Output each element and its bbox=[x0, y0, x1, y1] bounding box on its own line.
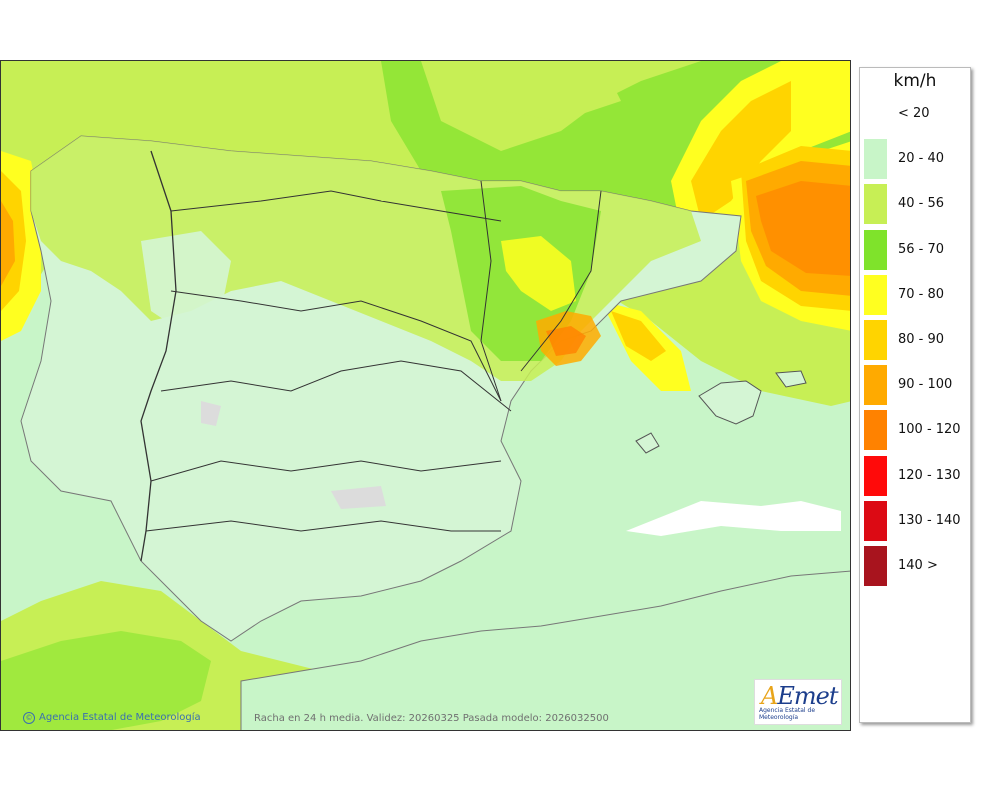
land-zone-20-40-northwest bbox=[141, 231, 231, 331]
legend-swatch bbox=[864, 320, 887, 360]
legend-label: 20 - 40 bbox=[898, 151, 945, 167]
border-regions-4 bbox=[145, 520, 501, 532]
legend-label: 56 - 70 bbox=[898, 241, 945, 257]
zone-56-70-southwest bbox=[1, 631, 211, 730]
land-zone-100-120-castellon bbox=[546, 326, 586, 356]
legend-label: 100 - 120 bbox=[898, 422, 961, 438]
border-regions-5 bbox=[170, 190, 502, 222]
land-zone-lt20-patch-1 bbox=[201, 401, 221, 426]
aemet-logo: AEmet Agencia Estatal de Meteorología bbox=[754, 679, 842, 725]
legend-swatch bbox=[864, 184, 887, 225]
legend-item: 40 - 56 bbox=[864, 184, 964, 225]
legend-swatch bbox=[864, 94, 887, 134]
zone-80-90-ebro-coast bbox=[611, 311, 666, 361]
zone-40-56-biscay-inner bbox=[471, 61, 621, 121]
border-regions-7 bbox=[520, 190, 602, 372]
border-regions-1 bbox=[170, 290, 502, 402]
legend-item: < 20 bbox=[864, 94, 964, 134]
credit-label: Agencia Estatal de Meteorología bbox=[39, 712, 201, 723]
legend-swatch bbox=[864, 229, 887, 270]
legend-item: 90 - 100 bbox=[864, 365, 964, 406]
legend-item: 80 - 90 bbox=[864, 320, 964, 360]
border-regions-2 bbox=[160, 360, 512, 412]
legend-item: 20 - 40 bbox=[864, 139, 964, 180]
land-zone-70-80-aragon bbox=[501, 236, 576, 311]
border-portugal-spain bbox=[140, 150, 177, 562]
copyright-icon: © bbox=[23, 712, 35, 724]
land-zone-lt20-patch-2 bbox=[331, 486, 386, 509]
legend-label: 120 - 130 bbox=[898, 467, 961, 483]
legend-swatch bbox=[864, 365, 887, 406]
map-canvas bbox=[1, 61, 850, 730]
legend-swatch bbox=[864, 410, 887, 451]
zone-lt20-mediterranean bbox=[626, 501, 841, 536]
legend-label: 70 - 80 bbox=[898, 286, 945, 302]
aemet-logo-mark: AEmet bbox=[761, 682, 838, 710]
legend-swatch bbox=[864, 139, 887, 180]
island-menorca bbox=[775, 370, 807, 388]
legend-swatch bbox=[864, 500, 887, 541]
legend-label: 90 - 100 bbox=[898, 377, 953, 393]
north-africa-coast bbox=[240, 570, 850, 730]
island-mallorca bbox=[698, 380, 762, 425]
legend-swatch bbox=[864, 455, 887, 496]
legend-label: 40 - 56 bbox=[898, 196, 945, 212]
legend-swatch bbox=[864, 274, 887, 315]
border-regions-6 bbox=[480, 180, 502, 402]
legend-unit: km/h bbox=[893, 71, 937, 91]
zone-100-120-gulf-lion bbox=[756, 181, 850, 276]
legend-label: 80 - 90 bbox=[898, 332, 945, 347]
island-ibiza bbox=[635, 432, 660, 454]
zone-90-100-atlantic bbox=[1, 201, 15, 286]
legend-label: 140 > bbox=[898, 558, 938, 573]
border-regions-3 bbox=[150, 460, 502, 482]
legend-label: < 20 bbox=[898, 106, 930, 121]
legend-label: 130 - 140 bbox=[898, 512, 961, 528]
aemet-logo-subtitle: Agencia Estatal de Meteorología bbox=[759, 707, 816, 721]
legend-item: 130 - 140 bbox=[864, 500, 964, 541]
credit-text: © Agencia Estatal de Meteorología bbox=[23, 712, 201, 724]
legend-item: 120 - 130 bbox=[864, 455, 964, 496]
legend-item: 56 - 70 bbox=[864, 229, 964, 270]
legend-swatch bbox=[864, 546, 887, 586]
wind-gust-map[interactable]: © Agencia Estatal de Meteorología Racha e… bbox=[0, 60, 851, 731]
zone-80-90-gulf-lion-n bbox=[691, 81, 791, 221]
legend-item: 70 - 80 bbox=[864, 274, 964, 315]
map-caption: Racha en 24 h media. Validez: 20260325 P… bbox=[254, 713, 609, 724]
legend-item: 140 > bbox=[864, 546, 964, 586]
legend-item: 100 - 120 bbox=[864, 410, 964, 451]
wind-legend: km/h < 20 20 - 40 40 - 56 56 - 70 70 - 80 80 … bbox=[859, 67, 971, 723]
